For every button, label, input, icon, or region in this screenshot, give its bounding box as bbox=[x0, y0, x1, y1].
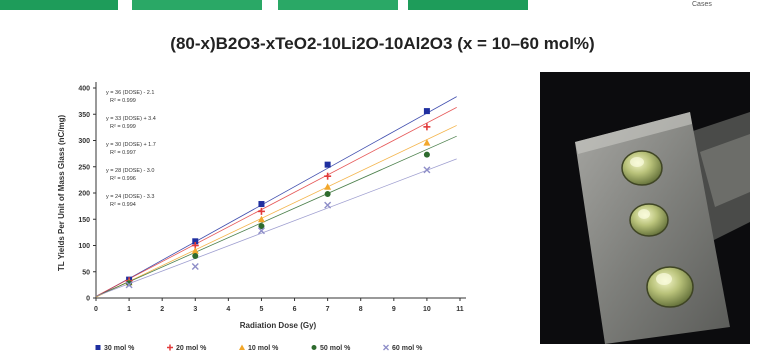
data-point bbox=[324, 172, 332, 180]
trend-r-squared: R² = 0.997 bbox=[110, 150, 136, 156]
banner-segment bbox=[408, 0, 528, 10]
legend-marker bbox=[311, 345, 317, 350]
trend-r-squared: R² = 0.996 bbox=[110, 176, 136, 182]
trend-equation: y = 24 (DOSE) - 3.3 bbox=[106, 194, 154, 200]
trend-line bbox=[95, 96, 457, 298]
data-point-stroke bbox=[125, 281, 133, 289]
legend-label: 30 mol % bbox=[104, 345, 135, 352]
data-point bbox=[258, 223, 265, 230]
banner-segment bbox=[132, 0, 262, 10]
data-point bbox=[126, 280, 133, 287]
x-tick-label: 10 bbox=[423, 306, 431, 313]
data-point bbox=[257, 207, 265, 215]
data-point bbox=[257, 215, 265, 223]
top-banner: Cases bbox=[0, 0, 765, 14]
y-axis-label: TL Yields Per Unit of Mass Glass (nC/mg) bbox=[57, 115, 66, 272]
y-tick-label: 100 bbox=[78, 243, 90, 250]
y-tick-label: 50 bbox=[82, 269, 90, 276]
trend-line bbox=[95, 125, 457, 298]
data-point-stroke bbox=[191, 263, 199, 270]
legend-marker bbox=[95, 345, 101, 350]
trend-r-squared: R² = 0.999 bbox=[110, 98, 136, 104]
y-tick-label: 300 bbox=[78, 138, 90, 145]
x-tick-label: 0 bbox=[94, 306, 98, 313]
trend-equation: y = 33 (DOSE) + 3.4 bbox=[106, 116, 156, 122]
y-tick-label: 0 bbox=[86, 296, 90, 303]
x-tick-label: 5 bbox=[260, 306, 264, 313]
trend-line bbox=[95, 107, 457, 297]
legend-marker bbox=[239, 344, 245, 350]
data-point bbox=[257, 227, 265, 235]
slide-title: (80-x)B2O3-xTeO2-10Li2O-10Al2O3 (x = 10–… bbox=[170, 34, 595, 53]
trend-equation: y = 30 (DOSE) + 1.7 bbox=[106, 142, 156, 148]
legend-marker bbox=[383, 344, 389, 351]
data-point bbox=[324, 183, 332, 190]
legend-label: 20 mol % bbox=[176, 345, 207, 352]
trend-line bbox=[95, 158, 457, 297]
legend-label: 60 mol % bbox=[392, 345, 423, 352]
data-point bbox=[258, 201, 265, 208]
x-tick-label: 11 bbox=[456, 306, 464, 313]
x-tick-label: 9 bbox=[392, 306, 396, 313]
data-point-stroke bbox=[324, 201, 332, 209]
data-point bbox=[125, 281, 133, 289]
trend-equation: y = 36 (DOSE) - 2.1 bbox=[106, 90, 154, 96]
x-tick-label: 4 bbox=[226, 306, 230, 313]
legend-label: 50 mol % bbox=[320, 345, 351, 352]
data-point bbox=[192, 253, 199, 259]
legend-marker bbox=[167, 344, 173, 351]
tl-yield-chart: 0 50 100 150 200 250 300 350 400 0 1 2 3 4 5 6 7 8 9 10 11 Ra… bbox=[57, 82, 466, 352]
data-point bbox=[324, 201, 332, 209]
legend-marker-stroke bbox=[383, 344, 389, 351]
data-point bbox=[324, 161, 331, 168]
x-tick-label: 3 bbox=[193, 306, 197, 313]
data-point bbox=[423, 166, 431, 174]
data-point-stroke bbox=[423, 166, 431, 174]
legend-label: 10 mol % bbox=[248, 345, 279, 352]
trend-r-squared: R² = 0.994 bbox=[110, 202, 136, 208]
data-point bbox=[423, 123, 431, 131]
x-tick-label: 6 bbox=[293, 306, 297, 313]
trend-r-squared: R² = 0.999 bbox=[110, 124, 136, 130]
x-tick-label: 8 bbox=[359, 306, 363, 313]
banner-segment bbox=[278, 0, 398, 10]
x-tick-label: 2 bbox=[160, 306, 164, 313]
y-tick-label: 400 bbox=[78, 86, 90, 93]
x-tick-label: 1 bbox=[127, 306, 131, 313]
y-tick-label: 250 bbox=[78, 164, 90, 171]
x-axis-label: Radiation Dose (Gy) bbox=[240, 321, 317, 330]
data-point-stroke bbox=[257, 227, 265, 235]
x-tick-label: 7 bbox=[326, 306, 330, 313]
trend-equation: y = 28 (DOSE) - 3.0 bbox=[106, 168, 154, 174]
data-point bbox=[192, 238, 199, 245]
glass-samples-photo bbox=[540, 72, 750, 344]
data-point bbox=[423, 151, 430, 158]
data-point bbox=[191, 247, 199, 254]
data-point bbox=[191, 263, 199, 270]
glass-samples-image bbox=[540, 72, 750, 344]
banner-segment bbox=[0, 0, 118, 10]
data-point bbox=[423, 108, 430, 115]
corner-label: Cases bbox=[692, 1, 712, 8]
y-tick-label: 150 bbox=[78, 217, 90, 224]
y-tick-label: 200 bbox=[78, 191, 90, 198]
data-point bbox=[423, 139, 431, 146]
y-tick-label: 350 bbox=[78, 112, 90, 119]
data-point bbox=[324, 191, 331, 198]
trend-line bbox=[95, 135, 457, 297]
